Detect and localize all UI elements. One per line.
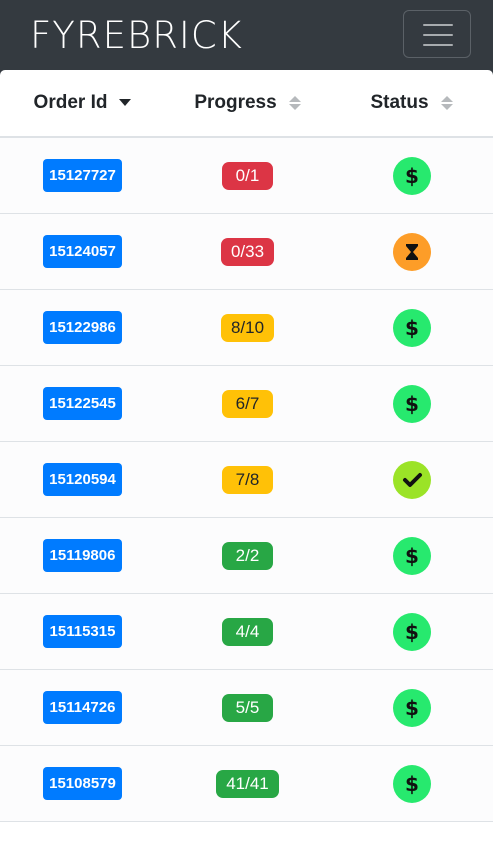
order-id-badge[interactable]: 15120594: [43, 463, 122, 496]
order-id-cell: 15122545: [0, 365, 165, 442]
svg-text:$: $: [405, 772, 419, 796]
progress-cell: 5/5: [165, 669, 330, 746]
svg-text:$: $: [405, 164, 419, 188]
status-cell: [330, 441, 493, 518]
dollar-icon: $: [392, 156, 431, 195]
order-id-badge[interactable]: 15119806: [43, 539, 122, 572]
svg-text:$: $: [405, 392, 419, 416]
progress-header-label: Progress: [194, 92, 277, 113]
order-id-cell: 15114726: [0, 669, 165, 746]
table-row[interactable]: 15108579 41/41 $: [0, 745, 493, 822]
progress-cell: 41/41: [165, 745, 330, 822]
order-id-cell: 15119806: [0, 517, 165, 594]
table-row[interactable]: 15122986 8/10 $: [0, 289, 493, 366]
table-row[interactable]: 15124057 0/33: [0, 213, 493, 290]
order-id-cell: 15120594: [0, 441, 165, 518]
table-row[interactable]: 15120594 7/8: [0, 441, 493, 518]
order-id-cell: 15108579: [0, 745, 165, 822]
order-id-cell: 15122986: [0, 289, 165, 366]
brand-logo[interactable]: FYREBRICK: [30, 14, 243, 57]
sort-descending-icon: [119, 99, 132, 107]
table-row[interactable]: 15119806 2/2 $: [0, 517, 493, 594]
progress-badge: 7/8: [222, 465, 273, 494]
progress-badge: 4/4: [222, 617, 273, 646]
status-cell: $: [330, 137, 493, 214]
status-cell: $: [330, 517, 493, 594]
menu-toggle-button[interactable]: [403, 10, 471, 58]
status-column-header[interactable]: Status: [330, 70, 493, 138]
progress-cell: 4/4: [165, 593, 330, 670]
order-id-header-label: Order Id: [33, 92, 108, 113]
dollar-icon: $: [392, 536, 431, 575]
progress-badge: 5/5: [222, 693, 273, 722]
status-cell: [330, 213, 493, 290]
order-id-badge[interactable]: 15122545: [43, 387, 122, 420]
check-icon: [392, 460, 431, 499]
status-cell: $: [330, 669, 493, 746]
order-id-column-header[interactable]: Order Id: [0, 70, 165, 138]
progress-column-header[interactable]: Progress: [165, 70, 330, 138]
navbar: FYREBRICK: [0, 0, 493, 70]
progress-cell: 0/1: [165, 137, 330, 214]
progress-badge: 41/41: [216, 769, 279, 798]
status-cell: $: [330, 593, 493, 670]
dollar-icon: $: [392, 384, 431, 423]
progress-cell: 7/8: [165, 441, 330, 518]
dollar-icon: $: [392, 612, 431, 651]
status-cell: $: [330, 745, 493, 822]
dollar-icon: $: [392, 308, 431, 347]
progress-badge: 8/10: [220, 313, 275, 342]
dollar-icon: $: [392, 764, 431, 803]
svg-text:$: $: [405, 696, 419, 720]
table-header-row: Order Id Progress Status: [0, 70, 493, 138]
table-row[interactable]: 15127727 0/1 $: [0, 137, 493, 214]
order-id-badge[interactable]: 15122986: [43, 311, 122, 344]
sort-icon: [440, 95, 453, 110]
status-cell: $: [330, 289, 493, 366]
table-row[interactable]: 15114726 5/5 $: [0, 669, 493, 746]
order-id-badge[interactable]: 15108579: [43, 767, 122, 800]
svg-text:$: $: [405, 544, 419, 568]
order-id-cell: 15115315: [0, 593, 165, 670]
table-row[interactable]: 15115315 4/4 $: [0, 593, 493, 670]
svg-text:$: $: [405, 620, 419, 644]
progress-cell: 0/33: [165, 213, 330, 290]
progress-badge: 0/33: [220, 237, 275, 266]
order-id-badge[interactable]: 15115315: [43, 615, 122, 648]
hourglass-icon: [392, 232, 431, 271]
dollar-icon: $: [392, 688, 431, 727]
svg-text:$: $: [405, 316, 419, 340]
sort-icon: [288, 95, 301, 110]
status-cell: $: [330, 365, 493, 442]
progress-cell: 6/7: [165, 365, 330, 442]
order-id-badge[interactable]: 15127727: [43, 159, 122, 192]
progress-cell: 2/2: [165, 517, 330, 594]
table-row[interactable]: 15122545 6/7 $: [0, 365, 493, 442]
orders-table: Order Id Progress Status 15127727 0/1 $151…: [0, 70, 493, 822]
progress-cell: 8/10: [165, 289, 330, 366]
orders-panel: Order Id Progress Status 15127727 0/1 $151…: [0, 70, 493, 855]
order-id-cell: 15124057: [0, 213, 165, 290]
order-id-cell: 15127727: [0, 137, 165, 214]
order-id-badge[interactable]: 15124057: [43, 235, 122, 268]
progress-badge: 6/7: [222, 389, 273, 418]
status-header-label: Status: [370, 92, 429, 113]
progress-badge: 2/2: [222, 541, 273, 570]
progress-badge: 0/1: [222, 161, 273, 190]
order-id-badge[interactable]: 15114726: [43, 691, 122, 724]
